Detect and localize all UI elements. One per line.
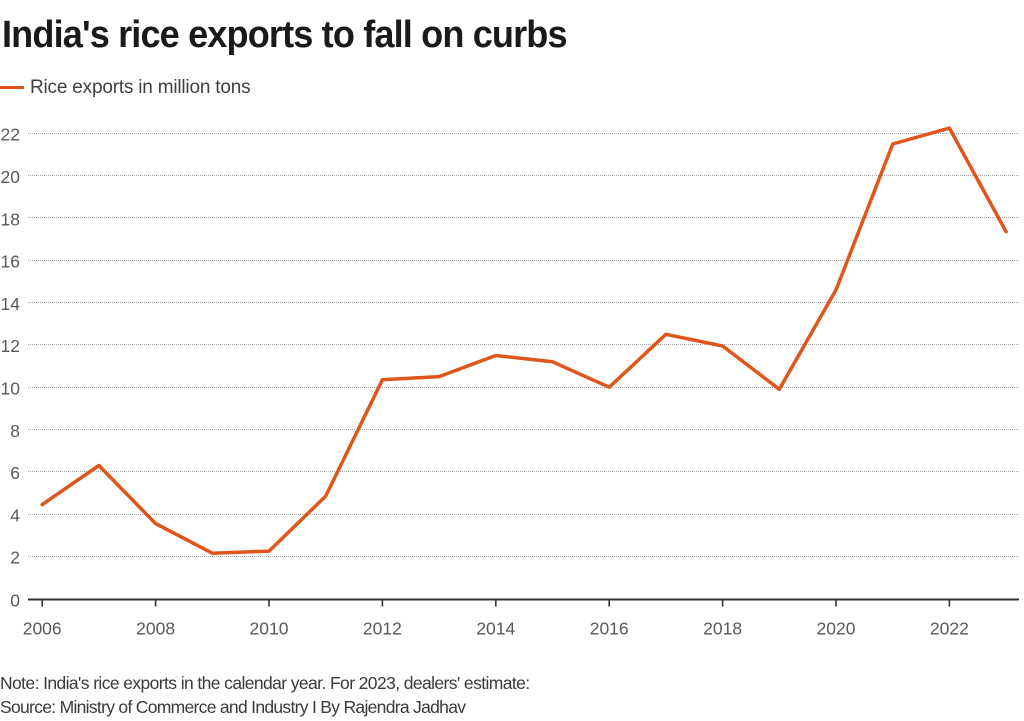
svg-text:14: 14 bbox=[1, 294, 21, 314]
svg-text:2010: 2010 bbox=[250, 619, 289, 639]
svg-text:2022: 2022 bbox=[930, 619, 969, 639]
svg-text:8: 8 bbox=[10, 421, 20, 441]
svg-text:2018: 2018 bbox=[703, 619, 742, 639]
svg-text:2016: 2016 bbox=[590, 619, 629, 639]
svg-text:2006: 2006 bbox=[23, 619, 62, 639]
svg-text:12: 12 bbox=[1, 336, 20, 356]
svg-text:18: 18 bbox=[1, 209, 20, 229]
svg-text:10: 10 bbox=[1, 379, 21, 399]
svg-text:0: 0 bbox=[10, 591, 20, 611]
svg-text:22: 22 bbox=[1, 125, 20, 145]
svg-text:2012: 2012 bbox=[363, 619, 402, 639]
svg-text:2014: 2014 bbox=[476, 619, 515, 639]
svg-text:16: 16 bbox=[1, 252, 20, 272]
svg-text:2020: 2020 bbox=[817, 619, 856, 639]
svg-text:20: 20 bbox=[1, 167, 21, 187]
svg-text:6: 6 bbox=[10, 463, 20, 483]
svg-text:4: 4 bbox=[10, 505, 20, 525]
svg-text:2: 2 bbox=[10, 548, 20, 568]
svg-text:2008: 2008 bbox=[136, 619, 175, 639]
